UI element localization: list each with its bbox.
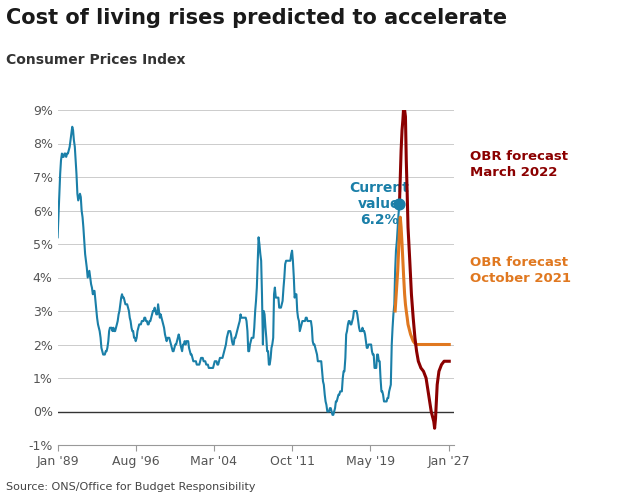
Text: Consumer Prices Index: Consumer Prices Index [6,52,186,66]
Text: B: B [570,478,579,491]
Text: Source: ONS/Office for Budget Responsibility: Source: ONS/Office for Budget Responsibi… [6,482,256,492]
Text: C: C [604,478,612,491]
Text: Cost of living rises predicted to accelerate: Cost of living rises predicted to accele… [6,8,508,28]
Text: OBR forecast
October 2021: OBR forecast October 2021 [470,256,572,284]
Text: B: B [536,478,545,491]
Text: OBR forecast
March 2022: OBR forecast March 2022 [470,150,568,180]
Point [394,200,404,208]
Text: Current
value
6.2%: Current value 6.2% [349,180,409,227]
